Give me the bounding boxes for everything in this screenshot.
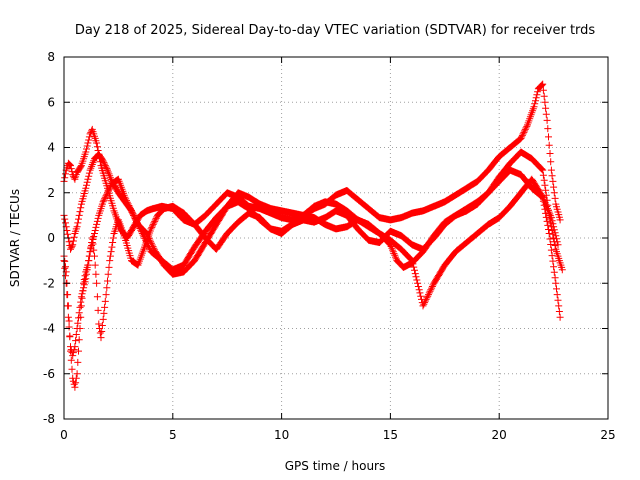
y-tick-label: -4 bbox=[43, 322, 55, 336]
x-tick-label: 0 bbox=[60, 428, 68, 442]
x-tick-label: 10 bbox=[274, 428, 289, 442]
y-tick-label: 4 bbox=[47, 141, 55, 155]
grid-layer bbox=[64, 57, 608, 419]
y-tick-label: 8 bbox=[47, 50, 55, 64]
y-tick-label: -8 bbox=[43, 412, 55, 426]
y-tick-label: -2 bbox=[43, 276, 55, 290]
y-tick-label: 6 bbox=[47, 95, 55, 109]
x-tick-label: 15 bbox=[383, 428, 398, 442]
y-axis-label: SDTVAR / TECUs bbox=[8, 189, 22, 287]
chart-title: Day 218 of 2025, Sidereal Day-to-day VTE… bbox=[75, 23, 596, 38]
x-tick-label: 5 bbox=[169, 428, 177, 442]
x-axis-label: GPS time / hours bbox=[285, 459, 386, 473]
y-tick-label: 2 bbox=[47, 186, 55, 200]
axis-ticks: 0 5 10 15 20 25 -8 -6 -4 -2 0 2 4 6 8 bbox=[43, 50, 616, 442]
y-tick-label: 0 bbox=[47, 231, 55, 245]
y-tick-label: -6 bbox=[43, 367, 55, 381]
x-tick-label: 20 bbox=[492, 428, 507, 442]
x-tick-label: 25 bbox=[600, 428, 615, 442]
